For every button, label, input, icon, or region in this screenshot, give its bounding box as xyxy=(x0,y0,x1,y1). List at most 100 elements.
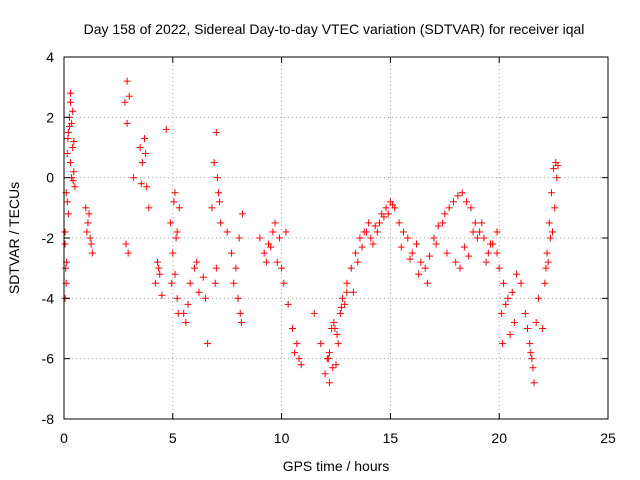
data-point xyxy=(87,240,95,248)
data-point xyxy=(544,258,552,266)
data-point xyxy=(64,134,72,142)
data-point xyxy=(69,107,77,115)
data-point xyxy=(143,183,151,191)
data-point xyxy=(67,159,75,167)
data-point xyxy=(439,219,447,227)
data-point xyxy=(204,340,212,348)
data-point xyxy=(325,349,333,357)
data-point xyxy=(234,294,242,302)
y-axis-label: SDTVAR / TECUs xyxy=(6,182,22,294)
y-tick-label: 2 xyxy=(46,109,54,125)
data-point xyxy=(550,165,558,173)
data-point xyxy=(517,279,525,287)
data-point xyxy=(67,89,75,97)
data-point xyxy=(397,243,405,251)
data-point xyxy=(65,122,73,130)
data-point xyxy=(404,234,412,242)
data-point xyxy=(434,222,442,230)
data-point xyxy=(288,325,296,332)
data-point xyxy=(168,279,176,287)
data-point xyxy=(84,219,92,227)
data-point xyxy=(156,270,164,278)
data-point xyxy=(171,270,179,278)
tick-labels: 0 5 10 15 20 25 -8 -6 -4 -2 0 2 4 xyxy=(42,49,616,446)
data-point xyxy=(293,340,301,348)
data-point xyxy=(553,174,561,182)
data-point xyxy=(445,204,453,212)
data-point xyxy=(343,279,351,287)
data-point xyxy=(484,249,492,257)
ticks xyxy=(63,56,609,420)
data-point xyxy=(547,189,555,197)
data-point xyxy=(195,288,203,296)
data-point xyxy=(211,279,219,287)
data-point xyxy=(541,279,549,287)
data-point xyxy=(186,279,194,287)
data-point xyxy=(452,258,460,266)
data-point xyxy=(432,240,440,248)
data-point xyxy=(61,240,69,248)
data-point xyxy=(235,234,243,242)
data-point xyxy=(208,204,216,212)
data-point xyxy=(406,255,414,263)
data-point xyxy=(500,279,508,287)
data-point xyxy=(260,249,268,257)
data-point xyxy=(284,300,292,308)
data-point xyxy=(486,240,494,248)
y-tick-label: -8 xyxy=(42,411,55,427)
data-point xyxy=(476,228,484,236)
data-point xyxy=(324,355,332,363)
data-point xyxy=(399,228,407,236)
data-point xyxy=(297,361,305,369)
x-tick-label: 25 xyxy=(600,430,616,446)
data-point xyxy=(493,249,501,257)
data-point xyxy=(271,219,279,227)
data-point xyxy=(170,198,178,206)
data-point xyxy=(151,279,159,287)
data-point xyxy=(282,228,290,236)
data-point xyxy=(337,303,345,311)
data-point xyxy=(256,234,264,242)
x-tick-label: 5 xyxy=(169,430,177,446)
data-point xyxy=(354,258,362,266)
data-point xyxy=(384,210,392,218)
data-point xyxy=(454,192,462,200)
data-point xyxy=(376,219,384,227)
data-point xyxy=(365,219,373,227)
data-point xyxy=(473,234,481,242)
data-point xyxy=(480,234,488,242)
data-point xyxy=(123,119,131,127)
data-point xyxy=(136,144,144,151)
data-point xyxy=(64,128,72,136)
data-point xyxy=(210,159,218,167)
data-point xyxy=(291,349,299,357)
data-point xyxy=(465,252,473,260)
data-point xyxy=(280,279,288,287)
data-point xyxy=(467,204,475,212)
data-point xyxy=(232,264,240,272)
data-point xyxy=(380,213,388,221)
data-point xyxy=(123,77,131,85)
data-point xyxy=(330,318,338,326)
data-point xyxy=(62,264,70,272)
data-point xyxy=(339,294,347,302)
data-point xyxy=(228,249,236,257)
data-point xyxy=(469,228,477,236)
data-point xyxy=(482,258,490,266)
data-point xyxy=(191,264,199,272)
x-tick-label: 20 xyxy=(491,430,507,446)
data-point xyxy=(382,204,390,212)
data-point xyxy=(193,258,201,266)
data-point xyxy=(369,240,377,248)
data-point xyxy=(356,234,364,242)
data-point xyxy=(182,318,190,326)
data-point xyxy=(138,159,146,167)
data-point xyxy=(332,361,340,369)
data-point xyxy=(506,331,514,339)
data-point xyxy=(63,198,71,206)
data-point xyxy=(267,243,275,251)
data-point xyxy=(542,264,550,272)
data-point xyxy=(508,288,516,296)
x-tick-label: 15 xyxy=(383,430,399,446)
